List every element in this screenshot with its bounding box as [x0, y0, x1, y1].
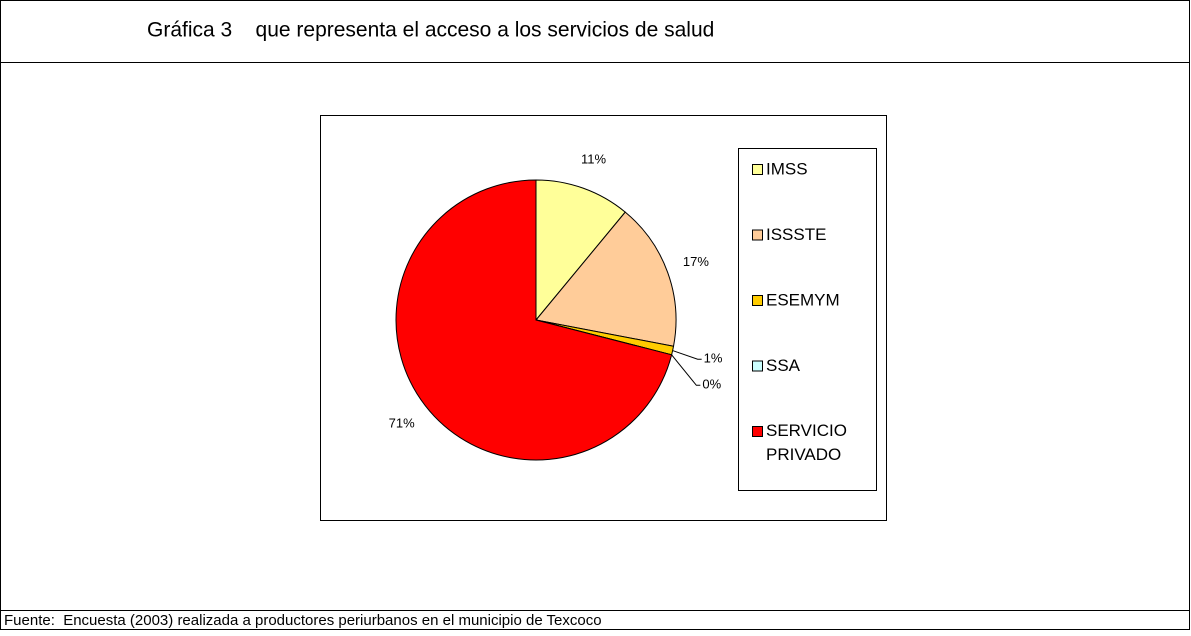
data-label: 71%	[389, 416, 415, 431]
legend-swatch	[752, 164, 763, 175]
legend-label: IMSS	[766, 159, 808, 178]
legend-swatch	[752, 360, 763, 372]
leader-line	[671, 354, 701, 386]
legend-swatch	[752, 229, 763, 241]
legend-label: SSA	[766, 356, 801, 375]
leader-line	[672, 350, 702, 360]
pie-slice	[535, 211, 677, 347]
legend-swatch	[752, 426, 763, 437]
pie-slice	[395, 179, 673, 461]
source-note: Fuente: Encuesta (2003) realizada a prod…	[4, 612, 602, 629]
data-label: 11%	[581, 151, 606, 166]
data-label: 17%	[683, 254, 709, 269]
data-label: 0%	[702, 377, 721, 392]
legend-swatch	[752, 295, 763, 306]
pie-slice	[535, 179, 626, 322]
legend-label: SERVICIO PRIVADO	[766, 421, 847, 464]
chart-title: Gráfica 3 que representa el acceso a los…	[147, 19, 714, 42]
legend-label: ESEMYM	[766, 290, 840, 309]
legend-label: ISSSTE	[766, 225, 826, 244]
data-label: 1%	[704, 351, 723, 366]
